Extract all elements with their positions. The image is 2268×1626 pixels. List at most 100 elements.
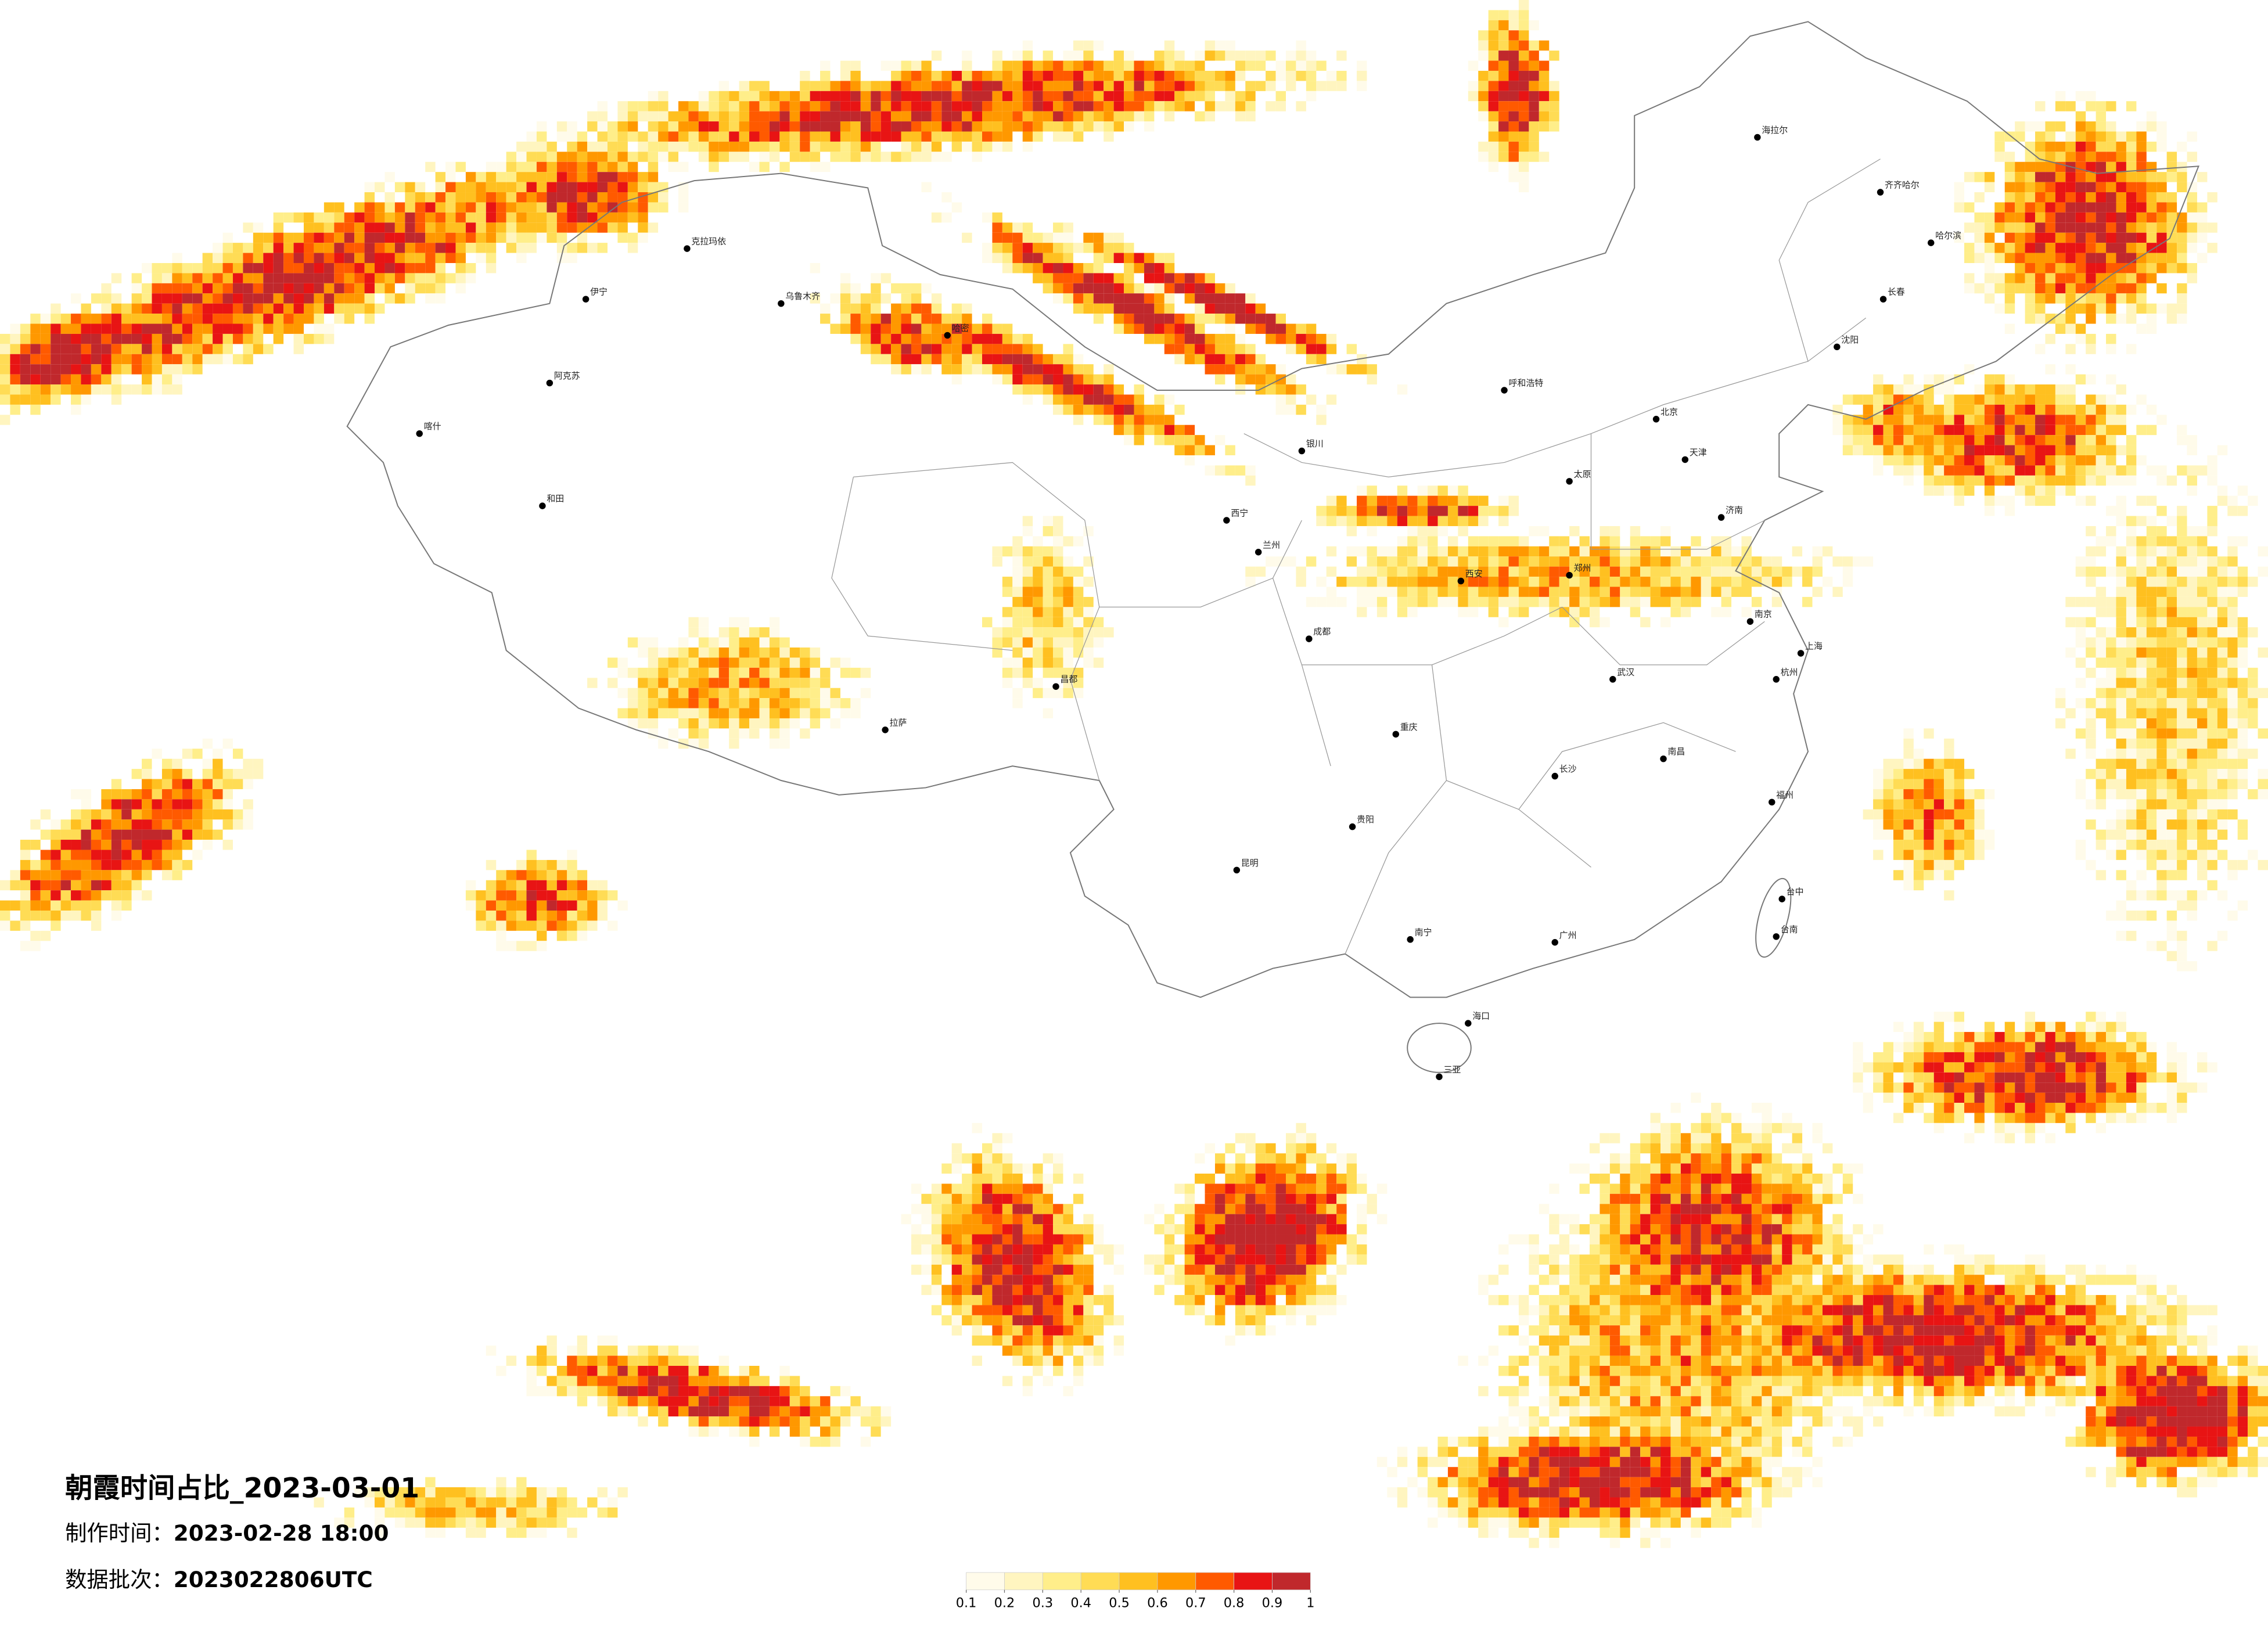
cloud-cell xyxy=(627,1396,638,1406)
cloud-cell xyxy=(1741,1285,1752,1296)
cloud-cell xyxy=(1640,1346,1651,1356)
cloud-cell xyxy=(1296,323,1306,334)
cloud-cell xyxy=(638,718,648,729)
cloud-cell xyxy=(627,152,638,162)
cloud-cell xyxy=(1306,1264,1317,1275)
cloud-cell xyxy=(1508,1355,1519,1366)
cloud-cell xyxy=(1559,1386,1570,1397)
cloud-cell xyxy=(1609,1366,1620,1376)
cloud-cell xyxy=(1376,1183,1388,1194)
cloud-cell xyxy=(91,920,102,931)
cloud-cell xyxy=(1205,314,1215,324)
cloud-cell xyxy=(202,809,213,820)
cloud-cell xyxy=(1529,1264,1539,1275)
cloud-cell xyxy=(567,1527,577,1538)
cloud-cell xyxy=(405,182,415,193)
cloud-cell xyxy=(1670,596,1681,607)
cloud-cell xyxy=(1691,1335,1701,1346)
cloud-cell xyxy=(547,1487,557,1498)
cloud-cell xyxy=(1164,394,1175,405)
cloud-cell xyxy=(597,161,608,172)
cloud-cell xyxy=(486,192,497,203)
cloud-cell xyxy=(253,222,264,233)
cloud-cell xyxy=(1306,344,1317,354)
cloud-cell xyxy=(1357,546,1367,557)
cloud-cell xyxy=(627,192,638,203)
cloud-cell xyxy=(1316,1214,1327,1225)
cloud-cell xyxy=(1407,587,1418,597)
cloud-cell xyxy=(638,1416,648,1427)
cloud-cell xyxy=(213,273,223,283)
cloud-cell xyxy=(577,243,588,253)
cloud-cell xyxy=(1266,1183,1276,1194)
cloud-cell xyxy=(283,212,294,223)
cloud-cell xyxy=(982,141,993,152)
cloud-cell xyxy=(1012,70,1023,81)
cloud-cell xyxy=(1458,516,1468,526)
cloud-cell xyxy=(1589,1346,1600,1356)
cloud-cell xyxy=(1478,1355,1489,1366)
cloud-cell xyxy=(718,718,729,729)
cloud-cell xyxy=(556,161,567,172)
cloud-cell xyxy=(1701,1386,1712,1397)
cloud-cell xyxy=(1660,1456,1671,1467)
cloud-cell xyxy=(739,1386,750,1397)
cloud-cell xyxy=(40,911,51,921)
cloud-cell xyxy=(860,131,871,142)
cloud-cell xyxy=(1589,1173,1600,1184)
cloud-cell xyxy=(688,1355,699,1366)
cloud-cell xyxy=(678,688,689,699)
cloud-cell xyxy=(1174,70,1185,81)
cloud-cell xyxy=(1670,1467,1681,1477)
cloud-cell xyxy=(982,1335,993,1346)
cloud-cell xyxy=(810,718,821,729)
cloud-cell xyxy=(1033,1254,1043,1265)
cloud-cell xyxy=(1447,536,1458,546)
cloud-cell xyxy=(698,1366,709,1376)
cloud-cell xyxy=(759,678,770,688)
cloud-cell xyxy=(1022,1305,1033,1315)
cloud-cell xyxy=(1498,152,1509,162)
cloud-cell xyxy=(1741,1335,1752,1346)
cloud-cell xyxy=(1701,1285,1712,1296)
cloud-cell xyxy=(1235,51,1246,61)
cloud-cell xyxy=(1326,516,1337,526)
cloud-cell xyxy=(1012,556,1023,567)
cloud-cell xyxy=(1306,596,1317,607)
cloud-cell xyxy=(1741,1315,1752,1326)
cloud-cell xyxy=(51,364,61,375)
cloud-cell xyxy=(678,1396,689,1406)
cloud-cell xyxy=(1316,1244,1327,1255)
cloud-cell xyxy=(820,678,831,688)
cloud-cell xyxy=(1407,546,1418,557)
cloud-cell xyxy=(1053,587,1063,597)
cloud-cell xyxy=(982,333,993,344)
cloud-cell xyxy=(81,911,91,921)
cloud-cell xyxy=(30,364,41,375)
cloud-cell xyxy=(759,1406,770,1417)
cloud-cell xyxy=(536,941,547,951)
cloud-cell xyxy=(1073,60,1084,71)
cloud-cell xyxy=(425,161,436,172)
cloud-cell xyxy=(1033,374,1043,385)
cloud-cell xyxy=(951,121,962,132)
cloud-cell xyxy=(1711,1497,1721,1508)
cloud-cell xyxy=(871,273,881,283)
cloud-cell xyxy=(1245,303,1256,314)
cloud-cell xyxy=(1214,344,1225,354)
cloud-cell xyxy=(1589,587,1600,597)
cloud-cell xyxy=(1266,1234,1276,1244)
cloud-cell xyxy=(567,850,577,860)
cloud-cell xyxy=(547,890,557,901)
cloud-cell xyxy=(972,1335,983,1346)
cloud-cell xyxy=(1579,596,1590,607)
cloud-cell xyxy=(1660,1487,1671,1498)
cloud-cell xyxy=(1488,587,1499,597)
cloud-cell xyxy=(1245,1224,1256,1235)
cloud-cell xyxy=(1589,1396,1600,1406)
cloud-cell xyxy=(172,344,182,354)
cloud-cell xyxy=(142,829,152,840)
cloud-cell xyxy=(1792,1133,1803,1143)
cloud-cell xyxy=(1266,1153,1276,1164)
cloud-cell xyxy=(992,333,1002,344)
